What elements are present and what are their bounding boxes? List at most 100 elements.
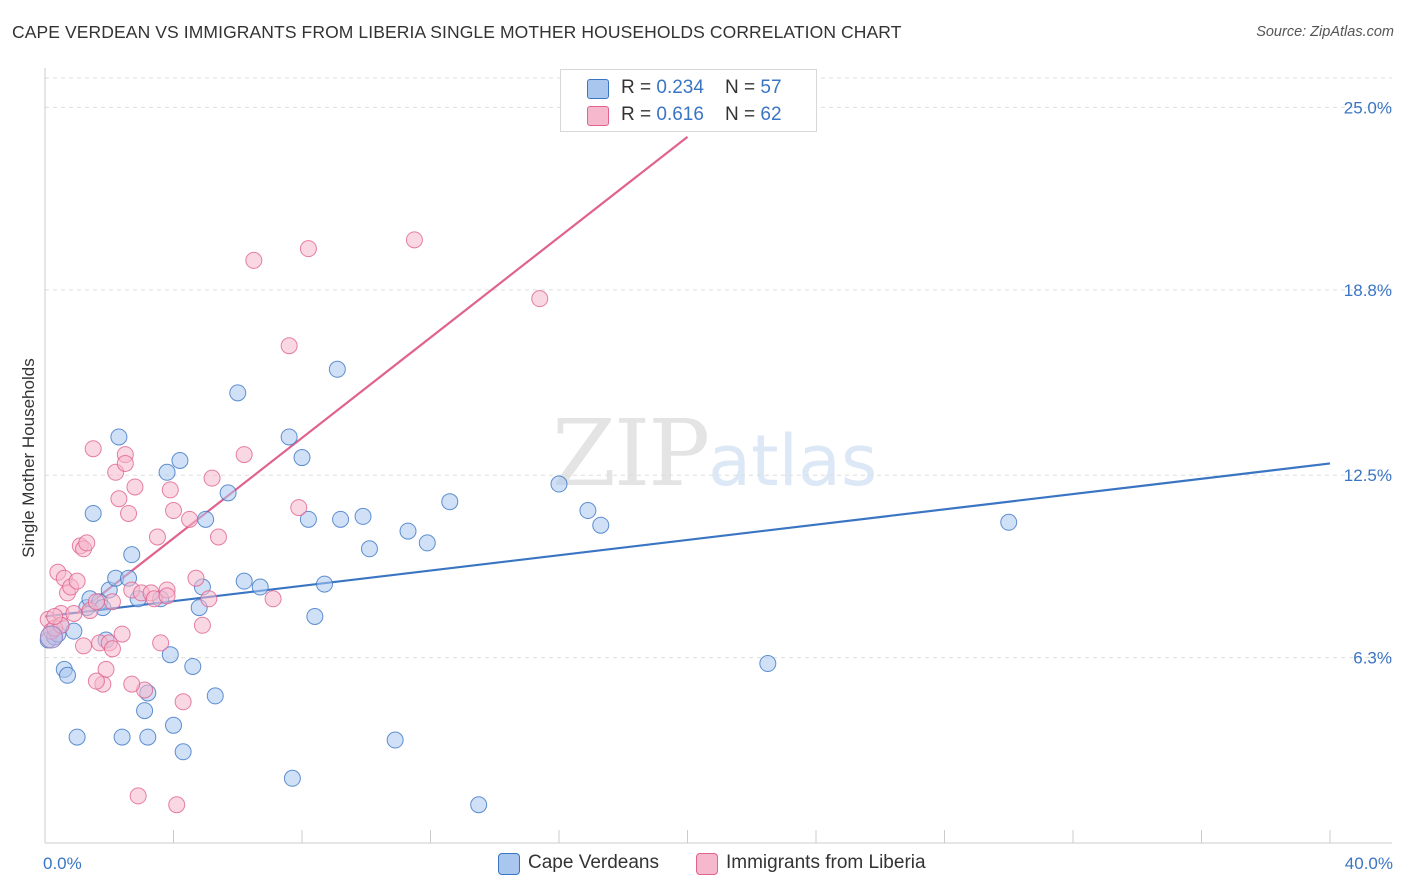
liberia-point: [245, 251, 263, 269]
liberia-point: [158, 587, 176, 605]
liberia-point: [152, 634, 170, 652]
cape-verdean-point: [280, 428, 298, 446]
liberia-point: [78, 534, 96, 552]
liberia-point: [161, 481, 179, 499]
y-tick-label: 12.5%: [1344, 466, 1392, 485]
liberia-point: [46, 607, 64, 625]
y-tick-label: 25.0%: [1344, 98, 1392, 117]
correlation-legend: R = 0.234 N = 57 R = 0.616 N = 62: [560, 69, 817, 132]
legend-n-label: N =: [725, 104, 761, 125]
liberia-point: [110, 490, 128, 508]
cape-verdean-point: [229, 384, 247, 402]
liberia-point: [405, 231, 423, 249]
cape-verdean-point: [418, 534, 436, 552]
liberia-point: [290, 499, 308, 517]
cape-verdean-point: [219, 484, 237, 502]
liberia-point: [531, 290, 549, 308]
liberia-point: [97, 660, 115, 678]
y-axis-label: Single Mother Households: [19, 358, 38, 557]
cape-verdean-point: [174, 743, 192, 761]
legend-swatch-blue: [587, 79, 609, 99]
cape-verdean-point: [136, 702, 154, 720]
cape-verdean-point: [283, 769, 301, 787]
legend-n-value: 62: [760, 104, 782, 125]
liberia-point: [68, 572, 86, 590]
chart-title: CAPE VERDEAN VS IMMIGRANTS FROM LIBERIA …: [12, 22, 902, 42]
data-points: [39, 231, 1018, 814]
bottom-legend-swatch-blue: [498, 853, 520, 875]
grid-lines: [45, 77, 1392, 659]
liberia-point: [113, 625, 131, 643]
legend-r-value: 0.234: [656, 77, 704, 98]
cape-verdean-point: [592, 516, 610, 534]
y-tick-label: 18.8%: [1344, 281, 1392, 300]
bottom-legend-label: Immigrants from Liberia: [726, 852, 926, 873]
cape-verdean-point: [354, 507, 372, 525]
axis-labels: 6.3% 12.5% 18.8% 25.0% 0.0% 40.0% Single Mothe…: [19, 98, 1393, 873]
trend-lines: [44, 135, 1331, 618]
legend-n-label: N =: [725, 77, 761, 98]
liberia-point: [181, 510, 199, 528]
cape-verdean-point: [184, 657, 202, 675]
cape-verdean-point: [332, 510, 350, 528]
cape-verdean-point: [235, 572, 253, 590]
overlap-point: [39, 625, 63, 649]
cape-verdean-point: [251, 578, 269, 596]
cape-verdean-point: [165, 716, 182, 734]
liberia-trend-line: [76, 135, 689, 615]
liberia-point: [120, 504, 138, 522]
cape-verdean-point: [197, 510, 215, 528]
liberia-point: [235, 446, 253, 464]
bottom-legend-label: Cape Verdeans: [528, 852, 659, 873]
watermark-zip: ZIP: [552, 400, 710, 507]
source-label: Source: ZipAtlas.com: [1256, 24, 1394, 40]
liberia-point: [129, 787, 147, 805]
cape-verdean-point: [113, 728, 131, 746]
legend-r-label: R =: [621, 104, 657, 125]
cape-verdean-point: [299, 510, 317, 528]
cape-verdean-point: [68, 728, 86, 746]
liberia-point: [148, 528, 166, 546]
cape-verdean-point: [399, 522, 417, 540]
liberia-point: [280, 337, 298, 355]
liberia-point: [187, 569, 205, 587]
x-tick-label: 0.0%: [43, 854, 82, 873]
cape-verdean-point: [328, 360, 346, 378]
cape-verdean-point: [315, 575, 333, 593]
liberia-point: [165, 502, 182, 520]
liberia-point: [84, 440, 102, 458]
liberia-point: [126, 478, 144, 496]
cape-verdean-point: [206, 687, 224, 705]
liberia-point: [209, 528, 227, 546]
liberia-point: [299, 240, 317, 258]
liberia-point: [116, 454, 134, 472]
legend-n-value: 57: [760, 77, 782, 98]
cape-verdean-trend-line: [44, 462, 1331, 618]
cape-verdean-point: [441, 493, 459, 511]
watermark: ZIPatlas: [552, 400, 877, 507]
liberia-point: [87, 672, 105, 690]
liberia-point: [193, 616, 211, 634]
cape-verdean-point: [386, 731, 404, 749]
cape-verdean-point: [58, 666, 76, 684]
legend-r-label: R =: [621, 77, 657, 98]
cape-verdean-point: [110, 428, 128, 446]
legend-swatch-pink: [587, 106, 609, 126]
cape-verdean-point: [550, 475, 568, 493]
watermark-atlas: atlas: [708, 420, 878, 502]
cape-verdean-point: [123, 546, 141, 564]
cape-verdean-point: [360, 540, 378, 558]
cape-verdean-point: [1000, 513, 1018, 531]
liberia-point: [103, 640, 121, 658]
cape-verdean-point: [171, 452, 189, 469]
liberia-point: [65, 605, 83, 622]
liberia-point: [168, 796, 186, 814]
liberia-point: [87, 593, 105, 611]
axes: [44, 68, 1392, 844]
cape-verdean-point: [158, 463, 176, 481]
y-tick-label: 6.3%: [1353, 649, 1392, 668]
liberia-point: [103, 593, 121, 611]
liberia-point: [203, 469, 221, 487]
liberia-point: [123, 675, 141, 693]
legend-r-value: 0.616: [656, 104, 704, 125]
